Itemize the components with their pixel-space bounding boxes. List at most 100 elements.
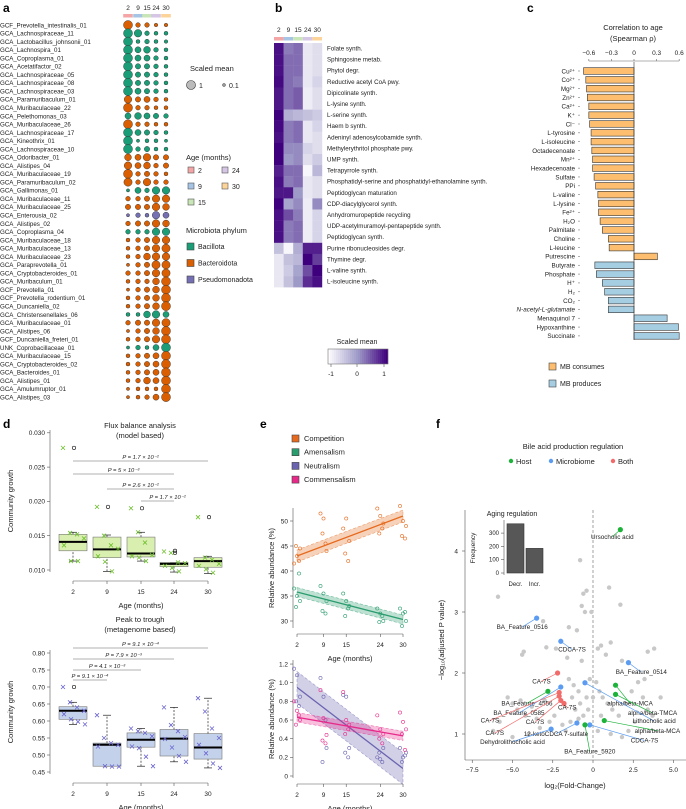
y-tick-label: 3 xyxy=(454,609,458,616)
data-point xyxy=(115,742,121,748)
heatmap-cell xyxy=(283,198,294,210)
correlation-bar xyxy=(588,111,635,119)
bubble xyxy=(152,277,160,285)
heatmap-cell xyxy=(274,54,284,66)
x-tick-label: 30 xyxy=(399,792,407,799)
taxon-label: UNK_Coprobacillaceae_01 xyxy=(0,345,75,352)
point-label: CA-7S xyxy=(558,705,577,712)
bubble xyxy=(144,261,150,268)
y-axis-label: Community growth xyxy=(6,470,15,533)
age-legend-swatch xyxy=(221,182,229,190)
heatmap-cell xyxy=(293,231,303,243)
taxon-label: GCA_Paramuribaculum_02 xyxy=(0,179,76,186)
colorbar-segment xyxy=(384,349,387,364)
label: 30 xyxy=(232,184,240,191)
bubble xyxy=(123,61,133,72)
metabolite-label: Palmitate xyxy=(549,227,576,234)
x-tick-label: 24 xyxy=(377,642,385,649)
heatmap-cell xyxy=(283,265,294,277)
age-color-strip xyxy=(312,37,322,41)
correlation-bar xyxy=(608,296,635,305)
background-point xyxy=(518,698,523,703)
age-color-strip xyxy=(274,37,284,41)
bubble xyxy=(144,352,150,359)
plot-subtitle: (model based) xyxy=(116,431,164,440)
taxon-label: GCA_Acetatifactor_02 xyxy=(0,64,62,71)
labeled-point xyxy=(556,693,562,699)
bubble xyxy=(135,179,141,185)
regression-line xyxy=(296,515,404,557)
bubble xyxy=(135,303,141,309)
bubble xyxy=(143,54,151,62)
heatmap-cell xyxy=(302,120,313,132)
x-tick-label: 2 xyxy=(295,642,299,649)
pathway-label: Peptidoglycan synth. xyxy=(327,234,384,241)
bubble xyxy=(161,334,171,344)
correlation-bar xyxy=(598,199,635,208)
data-point xyxy=(168,550,174,556)
bubble xyxy=(135,171,141,177)
x-tick-label: 30 xyxy=(204,589,212,596)
background-point xyxy=(658,695,663,700)
bubble xyxy=(161,293,171,303)
data-point xyxy=(175,560,181,565)
point-label: Dehydrolithocholic acid xyxy=(480,739,545,746)
metabolite-label: L-valine xyxy=(553,192,576,199)
bubble xyxy=(135,245,141,251)
x-tick-label: −5.0 xyxy=(506,767,519,774)
data-point xyxy=(109,764,115,769)
background-point xyxy=(645,707,650,712)
data-point xyxy=(294,605,298,609)
background-point xyxy=(566,625,572,630)
bubble xyxy=(153,105,159,110)
metabolite-label: Ca²⁺ xyxy=(562,104,575,111)
data-point xyxy=(398,504,402,508)
bubble xyxy=(126,345,130,350)
labeled-point xyxy=(558,684,564,690)
bubble xyxy=(135,204,141,210)
data-point xyxy=(294,722,298,727)
heatmap-cell xyxy=(293,131,303,144)
colorbar-segment xyxy=(362,349,365,364)
data-point xyxy=(94,712,100,718)
bubble xyxy=(125,196,131,202)
correlation-bar xyxy=(585,76,635,84)
labeled-point xyxy=(582,680,588,686)
colorbar-segment xyxy=(364,349,367,364)
background-point xyxy=(590,695,596,700)
label: Amensalism xyxy=(304,448,345,457)
heatmap-cell xyxy=(293,209,303,221)
heatmap-cell xyxy=(293,154,303,166)
colorbar-segment xyxy=(336,349,339,364)
colorbar-segment xyxy=(344,349,347,364)
background-point xyxy=(619,734,625,740)
data-point xyxy=(323,611,328,616)
heatmap-cell xyxy=(302,176,313,188)
bubble xyxy=(144,30,150,36)
data-point xyxy=(74,532,80,537)
bubble xyxy=(162,203,170,211)
colorbar-segment xyxy=(354,349,357,364)
y-tick-label: 0.8 xyxy=(279,699,288,706)
data-point xyxy=(381,746,386,750)
pathway-label: L-valine synth. xyxy=(327,268,367,275)
taxon-label: GCA_Muribaculaceae_11 xyxy=(0,196,71,203)
background-point xyxy=(629,689,634,694)
bubble xyxy=(134,29,142,38)
bubble xyxy=(163,162,169,169)
taxon-label: GCA_Christensenellales_06 xyxy=(0,312,78,319)
bubble xyxy=(144,146,150,152)
bubble xyxy=(161,342,171,353)
label: Pseudomonadota xyxy=(198,277,253,284)
bubble xyxy=(135,270,141,276)
heatmap-cell xyxy=(274,198,284,210)
inset-y-tick-label: 100 xyxy=(489,558,500,564)
label: 2 xyxy=(198,168,202,175)
bubble xyxy=(135,344,141,351)
data-point xyxy=(344,718,349,722)
y-tick-label: 0.75 xyxy=(32,667,45,674)
data-point xyxy=(398,606,402,611)
background-point xyxy=(608,640,613,645)
data-point xyxy=(344,599,349,603)
label-leader xyxy=(584,682,655,722)
